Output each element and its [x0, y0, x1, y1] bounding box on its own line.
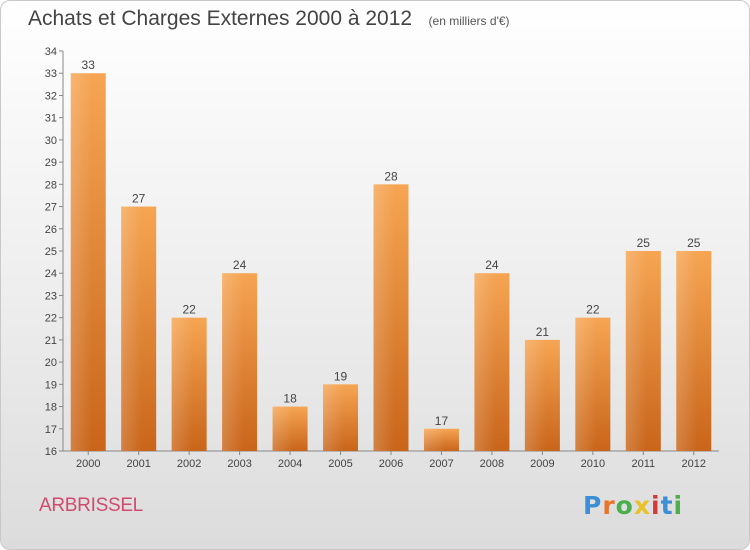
x-tick-label: 2012: [682, 458, 706, 470]
bar-highlight: [575, 317, 611, 451]
bar-value-label: 22: [182, 303, 196, 317]
y-tick-label: 17: [45, 424, 57, 436]
x-tick-label: 2005: [328, 458, 352, 470]
x-tick-label: 2010: [581, 458, 605, 470]
x-tick-label: 2006: [379, 458, 403, 470]
logo-letter: x: [633, 491, 651, 520]
y-tick-label: 16: [45, 446, 57, 458]
logo-letter: t: [660, 491, 674, 520]
proxiti-logo: Proxiti: [583, 491, 683, 520]
bar-value-label: 25: [687, 236, 701, 250]
x-tick-label: 2009: [530, 458, 554, 470]
y-tick-label: 34: [45, 46, 57, 58]
y-tick-label: 30: [45, 135, 57, 147]
chart-subtitle: (en milliers d'€): [428, 14, 510, 28]
x-tick-label: 2000: [76, 458, 100, 470]
chart-title: Achats et Charges Externes 2000 à 2012: [28, 7, 413, 30]
x-tick-label: 2002: [177, 458, 201, 470]
logo-letter: i: [673, 491, 684, 520]
x-tick-label: 2004: [278, 458, 302, 470]
bar-value-label: 21: [536, 325, 550, 339]
bar-value-label: 25: [637, 236, 651, 250]
x-tick-label: 2003: [227, 458, 251, 470]
bar-value-label: 24: [485, 258, 499, 272]
y-tick-label: 21: [45, 335, 57, 347]
bar-value-label: 19: [334, 369, 348, 383]
y-tick-label: 26: [45, 224, 57, 236]
bar-highlight: [171, 317, 207, 451]
y-tick-label: 28: [45, 179, 57, 191]
logo-letter: i: [651, 491, 661, 520]
y-tick-label: 22: [45, 313, 57, 325]
y-tick-label: 29: [45, 157, 57, 169]
logo-letter: o: [615, 491, 634, 520]
bar-highlight: [323, 384, 359, 451]
x-tick-label: 2001: [126, 458, 150, 470]
logo-letter: P: [583, 491, 603, 520]
bar-value-label: 33: [82, 58, 96, 72]
y-tick-label: 33: [45, 68, 57, 80]
y-tick-label: 23: [45, 290, 57, 302]
bar-value-label: 18: [283, 392, 297, 406]
bar-highlight: [423, 428, 459, 451]
logo-letter: r: [602, 491, 616, 520]
bar-highlight: [272, 406, 308, 451]
bar-value-label: 27: [132, 192, 146, 206]
bar-highlight: [121, 206, 157, 451]
y-tick-label: 27: [45, 202, 57, 214]
y-tick-label: 32: [45, 90, 57, 102]
bar-value-label: 22: [586, 303, 600, 317]
title-row: Achats et Charges Externes 2000 à 2012 (…: [28, 7, 510, 31]
y-tick-label: 31: [45, 113, 57, 125]
x-tick-label: 2008: [480, 458, 504, 470]
y-tick-label: 18: [45, 402, 57, 414]
bar-highlight: [222, 273, 258, 451]
x-tick-label: 2011: [631, 458, 655, 470]
y-tick-label: 19: [45, 379, 57, 391]
bar-value-label: 28: [384, 169, 398, 183]
bar-highlight: [70, 73, 106, 451]
bar-highlight: [524, 339, 560, 451]
bar-value-label: 24: [233, 258, 247, 272]
bar-highlight: [625, 251, 661, 451]
bar-highlight: [474, 273, 510, 451]
commune-name: ARBRISSEL: [39, 495, 143, 516]
y-tick-label: 24: [45, 268, 57, 280]
bar-highlight: [373, 184, 409, 452]
y-tick-label: 20: [45, 357, 57, 369]
y-tick-label: 25: [45, 246, 57, 258]
x-tick-label: 2007: [429, 458, 453, 470]
bar-highlight: [676, 251, 712, 451]
bar-value-label: 17: [435, 414, 449, 428]
